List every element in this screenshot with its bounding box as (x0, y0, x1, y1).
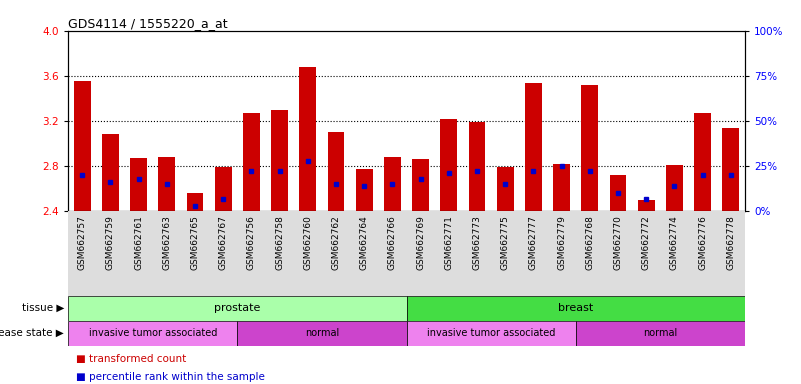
Bar (406, 321, 576, 346)
Bar (723, 128, 739, 211)
Text: GSM662776: GSM662776 (698, 215, 707, 270)
Bar (215, 167, 231, 211)
Text: prostate: prostate (214, 303, 260, 313)
Text: disease state ▶: disease state ▶ (0, 328, 64, 338)
Text: ■ percentile rank within the sample: ■ percentile rank within the sample (76, 372, 265, 382)
Text: GSM662773: GSM662773 (473, 215, 481, 270)
Bar (469, 122, 485, 211)
Text: GSM662760: GSM662760 (304, 215, 312, 270)
Bar (441, 119, 457, 211)
Bar (694, 113, 711, 211)
Bar (384, 157, 400, 211)
Bar (582, 85, 598, 211)
Text: GSM662761: GSM662761 (134, 215, 143, 270)
Bar (187, 193, 203, 211)
Text: GSM662762: GSM662762 (332, 215, 340, 270)
Text: GSM662766: GSM662766 (388, 215, 397, 270)
Text: GSM662759: GSM662759 (106, 215, 115, 270)
Text: ■ transformed count: ■ transformed count (76, 354, 187, 364)
Bar (243, 113, 260, 211)
Bar (159, 157, 175, 211)
Bar (237, 321, 406, 346)
Text: GSM662768: GSM662768 (586, 215, 594, 270)
Bar (576, 321, 745, 346)
Bar (74, 81, 91, 211)
Text: normal: normal (643, 328, 678, 338)
Text: GSM662777: GSM662777 (529, 215, 538, 270)
Bar (356, 169, 372, 211)
Text: GSM662757: GSM662757 (78, 215, 87, 270)
Text: GSM662767: GSM662767 (219, 215, 227, 270)
Bar (497, 167, 513, 211)
Text: tissue ▶: tissue ▶ (22, 303, 64, 313)
Text: GSM662765: GSM662765 (191, 215, 199, 270)
Text: GSM662774: GSM662774 (670, 215, 679, 270)
Text: GSM662772: GSM662772 (642, 215, 650, 270)
Bar (130, 158, 147, 211)
Bar (68, 321, 237, 346)
Text: GSM662769: GSM662769 (416, 215, 425, 270)
Text: invasive tumor associated: invasive tumor associated (88, 328, 217, 338)
Text: GSM662778: GSM662778 (727, 215, 735, 270)
Text: GSM662758: GSM662758 (275, 215, 284, 270)
Bar (328, 132, 344, 211)
Bar (68, 296, 406, 321)
Bar (406, 296, 745, 321)
Bar (666, 165, 683, 211)
Text: GSM662764: GSM662764 (360, 215, 368, 270)
Text: GSM662756: GSM662756 (247, 215, 256, 270)
Text: GDS4114 / 1555220_a_at: GDS4114 / 1555220_a_at (68, 17, 227, 30)
Text: GSM662770: GSM662770 (614, 215, 622, 270)
Bar (271, 110, 288, 211)
Bar (300, 67, 316, 211)
Text: breast: breast (558, 303, 594, 313)
Bar (413, 159, 429, 211)
Text: GSM662763: GSM662763 (163, 215, 171, 270)
Text: GSM662771: GSM662771 (445, 215, 453, 270)
Text: GSM662779: GSM662779 (557, 215, 566, 270)
Bar (638, 200, 654, 211)
Bar (610, 175, 626, 211)
Text: invasive tumor associated: invasive tumor associated (427, 328, 555, 338)
Bar (102, 134, 119, 211)
Text: normal: normal (304, 328, 339, 338)
Text: GSM662775: GSM662775 (501, 215, 509, 270)
Bar (553, 164, 570, 211)
Bar (525, 83, 541, 211)
